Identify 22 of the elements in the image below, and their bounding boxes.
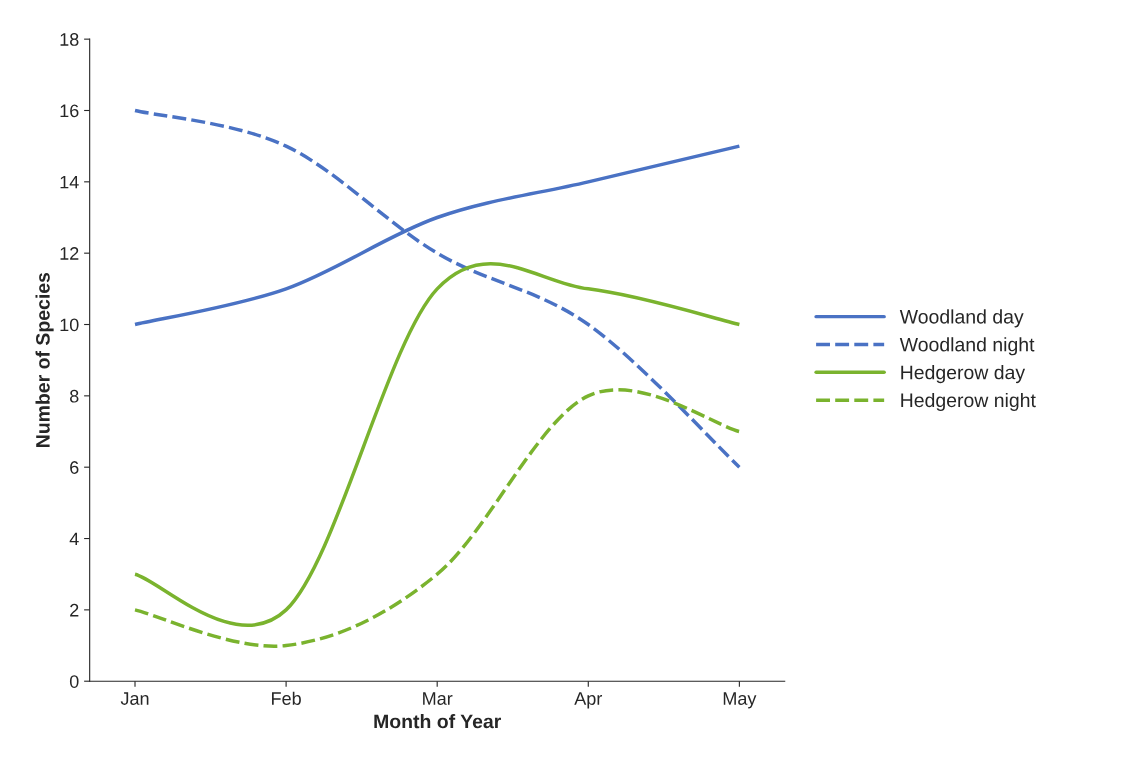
legend-label: Hedgerow day <box>901 365 1026 384</box>
legend-label: Woodland day <box>899 309 1024 328</box>
x-tick-label: Feb <box>272 691 301 705</box>
y-tick-label: 4 <box>69 532 79 546</box>
y-tick-label: 6 <box>70 461 79 474</box>
y-axis-title: Number of Species <box>35 272 54 447</box>
y-tick-label: 16 <box>60 104 79 118</box>
y-tick-label: 18 <box>60 33 79 46</box>
x-tick-label: Apr <box>574 692 603 709</box>
x-tick-label: May <box>723 692 757 709</box>
y-tick-label: 2 <box>70 603 79 617</box>
x-tick-label: Mar <box>423 692 453 705</box>
y-tick-label: 10 <box>60 318 79 332</box>
y-tick-label: 14 <box>60 175 79 189</box>
x-tick-label: Jan <box>120 692 149 705</box>
x-axis-title: Month of Year <box>374 714 502 729</box>
y-tick-label: 0 <box>69 675 79 688</box>
y-tick-label: 8 <box>70 389 79 403</box>
legend-label: Hedgerow night <box>901 392 1036 412</box>
y-tick-label: 12 <box>60 247 79 260</box>
line-series <box>133 108 742 469</box>
legend-label: Woodland night <box>899 337 1035 356</box>
